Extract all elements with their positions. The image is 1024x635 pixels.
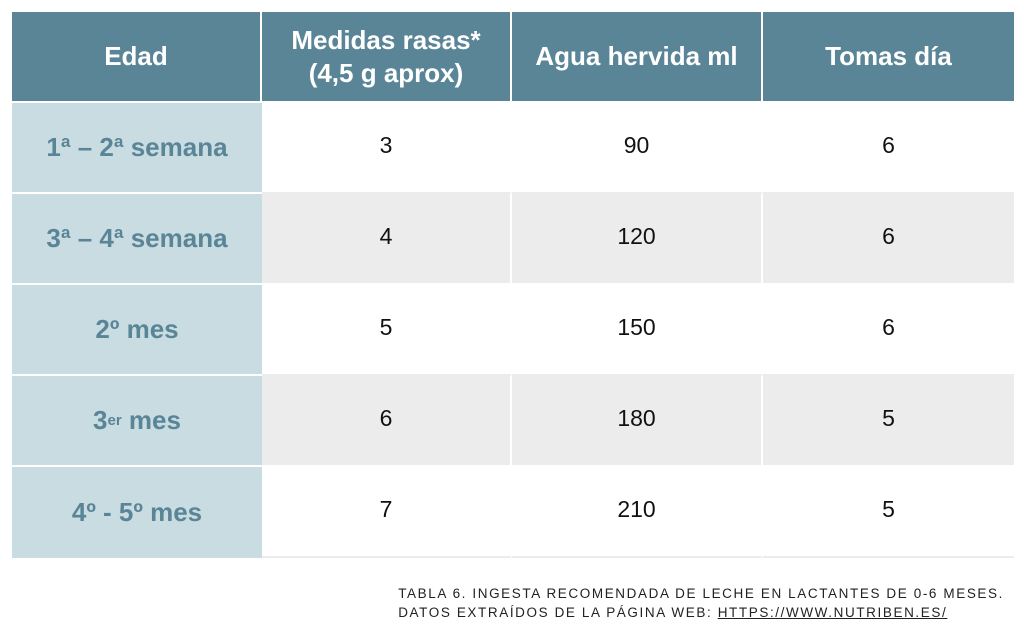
feeds-cell: 6 (763, 103, 1014, 194)
age-cell: 2º mes (12, 285, 262, 376)
water-cell: 90 (512, 103, 763, 194)
caption-line-2: DATOS EXTRAÍDOS DE LA PÁGINA WEB: HTTPS:… (398, 603, 1004, 622)
age-cell: 3 er mes (12, 376, 262, 467)
water-cell: 210 (512, 467, 763, 558)
header-tomas-text: Tomas día (825, 41, 952, 71)
measures-cell: 5 (262, 285, 512, 376)
header-edad: Edad (12, 12, 262, 103)
water-cell: 120 (512, 194, 763, 285)
feeding-table: Edad Medidas rasas* (4,5 g aprox) Agua h… (12, 12, 1014, 558)
age-suffix: mes (121, 405, 181, 435)
table-row: 3ª – 4ª semana 4 120 6 (12, 194, 1014, 285)
feeds-cell: 5 (763, 376, 1014, 467)
source-link[interactable]: HTTPS://WWW.NUTRIBEN.ES/ (717, 605, 948, 620)
water-cell: 150 (512, 285, 763, 376)
header-medidas-line1: Medidas rasas* (291, 24, 481, 55)
table-row: 2º mes 5 150 6 (12, 285, 1014, 376)
header-agua: Agua hervida ml (512, 12, 763, 103)
header-tomas: Tomas día (763, 12, 1014, 103)
feeds-cell: 6 (763, 194, 1014, 285)
table-caption: TABLA 6. INGESTA RECOMENDADA DE LECHE EN… (398, 584, 1004, 622)
measures-cell: 4 (262, 194, 512, 285)
header-agua-text: Agua hervida ml (535, 41, 738, 71)
header-edad-text: Edad (104, 41, 168, 71)
caption-source-label: DATOS EXTRAÍDOS DE LA PÁGINA WEB: (398, 605, 718, 620)
table-row: 4º - 5º mes 7 210 5 (12, 467, 1014, 558)
header-medidas-line2: (4,5 g aprox) (308, 57, 464, 88)
measures-cell: 6 (262, 376, 512, 467)
age-cell: 4º - 5º mes (12, 467, 262, 558)
table-row: 1ª – 2ª semana 3 90 6 (12, 103, 1014, 194)
measures-cell: 3 (262, 103, 512, 194)
table-header-row: Edad Medidas rasas* (4,5 g aprox) Agua h… (12, 12, 1014, 103)
age-prefix: 3 (93, 405, 108, 435)
measures-cell: 7 (262, 467, 512, 558)
age-cell: 1ª – 2ª semana (12, 103, 262, 194)
feeds-cell: 6 (763, 285, 1014, 376)
header-medidas: Medidas rasas* (4,5 g aprox) (262, 12, 512, 103)
caption-line-1: TABLA 6. INGESTA RECOMENDADA DE LECHE EN… (398, 586, 1004, 601)
feeds-cell: 5 (763, 467, 1014, 558)
age-cell: 3ª – 4ª semana (12, 194, 262, 285)
table-row: 3 er mes 6 180 5 (12, 376, 1014, 467)
water-cell: 180 (512, 376, 763, 467)
